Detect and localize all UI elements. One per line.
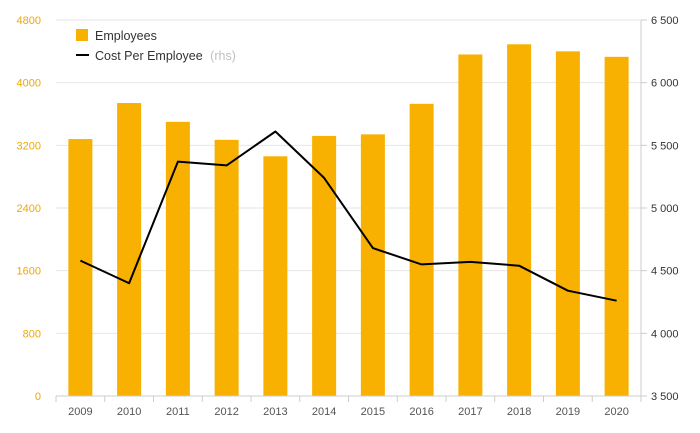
cost-per-employee-line-group xyxy=(79,130,617,302)
y-left-tick-label: 4800 xyxy=(17,15,41,27)
y-right-tick-label: 4 000 xyxy=(651,328,679,340)
employees-bars xyxy=(68,44,629,397)
employees-bar xyxy=(312,135,337,396)
employees-bar xyxy=(68,139,93,397)
employees-bar xyxy=(555,51,580,396)
y-left-tick-label: 0 xyxy=(35,391,41,403)
x-tick-label: 2011 xyxy=(166,406,190,418)
cost-per-employee-line xyxy=(79,130,617,302)
x-tick-label: 2014 xyxy=(312,406,336,418)
x-tick-label: 2016 xyxy=(409,406,433,418)
employees-bar xyxy=(165,121,190,396)
employees-bar xyxy=(263,156,288,396)
employees-bar xyxy=(507,44,532,397)
x-tick-label: 2013 xyxy=(263,406,287,418)
x-tick-label: 2009 xyxy=(68,406,92,418)
employees-bar xyxy=(604,56,629,397)
legend-label-cost-per-employee: Cost Per Employee (rhs) xyxy=(95,49,236,63)
y-right-tick-label: 4 500 xyxy=(651,266,679,278)
y-left-tick-label: 2400 xyxy=(17,203,41,215)
gridlines xyxy=(56,19,641,397)
y-left-tick-label: 1600 xyxy=(17,266,41,278)
employees-bar xyxy=(409,103,434,397)
legend-label-rhs: (rhs) xyxy=(210,49,236,63)
x-tick-label: 2010 xyxy=(117,406,141,418)
y-right-tick-label: 6 000 xyxy=(651,78,679,90)
x-tick-label: 2015 xyxy=(361,406,385,418)
y-right-tick-label: 5 000 xyxy=(651,203,679,215)
employees-bar xyxy=(360,134,385,396)
x-tick-label: 2018 xyxy=(507,406,531,418)
x-tick-label: 2019 xyxy=(556,406,580,418)
employees-bar xyxy=(214,139,239,396)
x-tick-label: 2012 xyxy=(214,406,238,418)
legend-label-employees: Employees xyxy=(95,29,157,43)
legend-swatch-employees xyxy=(76,29,88,41)
legend-label-cost-per-employee-name: Cost Per Employee xyxy=(95,49,203,63)
employees-bar xyxy=(117,103,142,397)
y-left-tick-label: 800 xyxy=(23,328,41,340)
y-axis-left: 0 800 1600 2400 3200 4000 4800 xyxy=(17,15,41,403)
y-right-tick-label: 6 500 xyxy=(651,15,679,27)
y-left-tick-label: 3200 xyxy=(17,140,41,152)
legend: Employees Cost Per Employee (rhs) xyxy=(76,29,236,63)
y-axis-right: 3 500 4 000 4 500 5 000 5 500 6 000 6 500 xyxy=(640,15,679,403)
x-axis: 2009 2010 2011 2012 2013 2014 2015 2016 2017 2018… xyxy=(55,395,642,418)
x-tick-label: 2017 xyxy=(458,406,482,418)
y-left-tick-label: 4000 xyxy=(17,78,41,90)
y-right-tick-label: 5 500 xyxy=(651,140,679,152)
employees-bar xyxy=(458,54,483,396)
y-right-tick-label: 3 500 xyxy=(651,391,679,403)
x-tick-label: 2020 xyxy=(604,406,628,418)
